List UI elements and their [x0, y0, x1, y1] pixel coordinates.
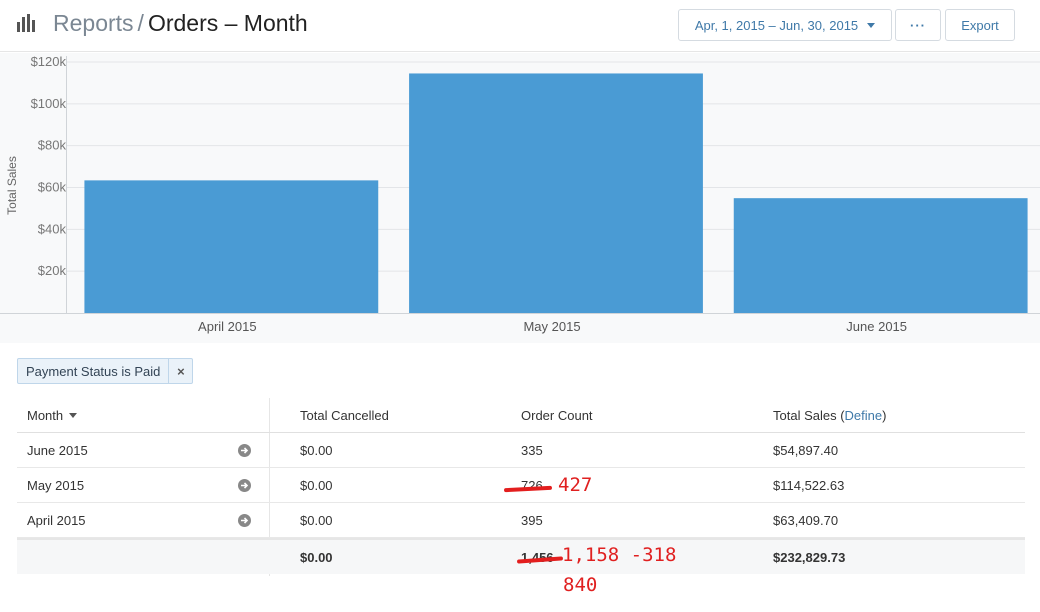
- sales-bar-chart: $20k $40k $60k $80k $100k $120k Total Sales Apr…: [0, 54, 1040, 334]
- x-tick-label: May 2015: [523, 319, 580, 334]
- define-link[interactable]: Define: [844, 407, 883, 423]
- sales-header-label: Total Sales (: [773, 407, 845, 423]
- report-table: Month Total Cancelled Order Count Total …: [17, 398, 1025, 576]
- date-range-button[interactable]: Apr, 1, 2015 – Jun, 30, 2015: [678, 9, 892, 41]
- row-sales: $114,522.63: [773, 477, 845, 493]
- breadcrumb-separator: /: [137, 10, 144, 36]
- annotation-total-result: 840: [563, 574, 598, 596]
- filter-label: Payment Status is Paid: [26, 363, 161, 379]
- sales-header-close: ): [882, 407, 887, 423]
- more-options-button[interactable]: ···: [895, 9, 941, 41]
- y-tick-label: $20k: [38, 263, 67, 278]
- chevron-down-icon: [867, 22, 876, 28]
- y-tick-label: $40k: [38, 221, 67, 236]
- bar-june-2015: [733, 198, 1028, 313]
- x-tick-label: April 2015: [198, 319, 257, 334]
- column-header-sales: Total Sales (Define): [773, 398, 886, 432]
- y-tick-label: $100k: [31, 96, 67, 111]
- y-axis-label: Total Sales: [5, 156, 19, 215]
- annotation-may-correction: 427: [558, 474, 593, 496]
- report-title: Orders – Month: [147, 10, 308, 36]
- date-range-label: Apr, 1, 2015 – Jun, 30, 2015: [694, 17, 859, 33]
- row-count: 335: [521, 442, 543, 458]
- row-cancelled: $0.00: [300, 477, 333, 493]
- filter-pill: Payment Status is Paid ×: [17, 358, 194, 384]
- row-sales: $63,409.70: [773, 512, 839, 528]
- bar-april-2015: [84, 180, 379, 313]
- page-title: Reports / Orders – Month: [53, 10, 308, 37]
- row-cancelled: $0.00: [300, 442, 333, 458]
- sort-caret-icon: [69, 412, 78, 418]
- month-header-label: Month: [27, 407, 64, 423]
- column-header-month[interactable]: Month: [27, 398, 78, 432]
- bar-chart-icon: [17, 14, 35, 32]
- total-cancelled: $0.00: [300, 549, 333, 565]
- column-header-cancelled: Total Cancelled: [300, 407, 389, 423]
- row-month: June 2015: [27, 442, 88, 458]
- row-count: 726: [521, 477, 543, 493]
- row-count: 395: [521, 512, 543, 528]
- close-icon[interactable]: ×: [168, 359, 192, 383]
- y-tick-label: $60k: [38, 180, 67, 195]
- breadcrumb-reports[interactable]: Reports: [53, 10, 134, 36]
- arrow-right-circle-icon[interactable]: [238, 479, 251, 492]
- arrow-right-circle-icon[interactable]: [238, 514, 251, 527]
- row-month: May 2015: [27, 477, 85, 493]
- table-row: May 2015 $0.00 726 $114,522.63: [17, 468, 1025, 503]
- table-header-row: Month Total Cancelled Order Count Total …: [17, 398, 1025, 433]
- bar-may-2015: [409, 73, 703, 313]
- x-tick-label: June 2015: [846, 319, 907, 334]
- total-sales: $232,829.73: [773, 549, 846, 565]
- table-row: April 2015 $0.00 395 $63,409.70: [17, 503, 1025, 538]
- export-button[interactable]: Export: [945, 9, 1015, 41]
- y-tick-label: $120k: [31, 54, 67, 69]
- table-row: June 2015 $0.00 335 $54,897.40: [17, 433, 1025, 468]
- column-header-count: Order Count: [521, 407, 593, 423]
- table-total-row: $0.00 1,456 $232,829.73: [17, 538, 1025, 574]
- annotation-total-correction: 1,158 -318: [562, 544, 677, 566]
- arrow-right-circle-icon[interactable]: [238, 444, 251, 457]
- row-sales: $54,897.40: [773, 442, 839, 458]
- y-tick-label: $80k: [38, 138, 67, 153]
- row-cancelled: $0.00: [300, 512, 333, 528]
- column-divider: [269, 398, 270, 576]
- page-header: Reports / Orders – Month Apr, 1, 2015 – Ju…: [0, 0, 1040, 52]
- row-month: April 2015: [27, 512, 86, 528]
